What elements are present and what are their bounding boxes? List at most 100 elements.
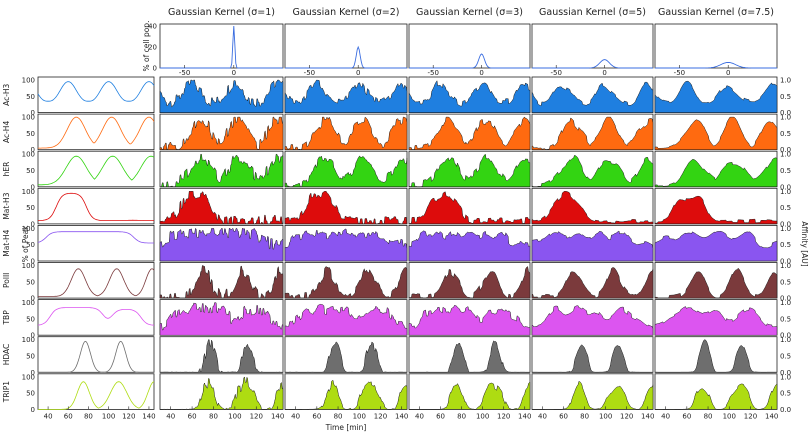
affinity-panel-polii-2 xyxy=(284,262,408,299)
x-tick-label: 120 xyxy=(744,412,757,420)
x-tick-label: 120 xyxy=(497,412,510,420)
right-ytick-label: 0.0 xyxy=(780,369,791,377)
right-ytick-label: 0.0 xyxy=(780,295,791,303)
left-ytick-label: 0 xyxy=(31,332,35,340)
kernel-curve-5 xyxy=(655,61,777,69)
affinity-area-ac-h3-1 xyxy=(159,79,284,113)
kernel-ytick-label: 0 xyxy=(153,65,157,73)
left-ytick-label: 0 xyxy=(31,295,35,303)
profile-panel-mat-h3 xyxy=(37,187,155,225)
x-tick-label: 140 xyxy=(518,412,531,420)
kernel-panel-5 xyxy=(654,23,778,69)
affinity-area-ac-h4-1 xyxy=(159,116,284,150)
affinity-area-trip1-1 xyxy=(160,376,284,410)
affinity-area-trip1-2 xyxy=(285,379,408,410)
left-ytick-label: 100 xyxy=(22,262,35,270)
affinity-area-ac-h4-3 xyxy=(408,116,531,150)
affinity-area-her-3 xyxy=(408,153,531,188)
affinity-area-trip1-4 xyxy=(532,381,654,410)
affinity-area-mat-h4-2 xyxy=(284,228,408,262)
right-ytick-label: 1.0 xyxy=(780,373,791,381)
left-ytick-label: 100 xyxy=(22,77,35,85)
profile-panel-tbp xyxy=(37,299,155,336)
affinity-area-ac-h3-3 xyxy=(408,80,531,113)
left-ytick-label: 50 xyxy=(26,315,35,323)
right-ytick-label: 1.0 xyxy=(780,77,791,85)
kernel-xtick-label: -50 xyxy=(674,69,685,77)
affinity-area-hdac-1 xyxy=(159,339,283,373)
kernel-xtick-label: 0 xyxy=(602,69,606,77)
x-tick-label: 80 xyxy=(209,412,218,420)
x-tick-label: 40 xyxy=(538,412,547,420)
affinity-area-ac-h3-2 xyxy=(284,79,408,113)
profile-line-tbp xyxy=(37,307,155,326)
affinity-area-tbp-2 xyxy=(284,303,408,336)
left-ytick-label: 100 xyxy=(22,225,35,233)
right-ytick-label: 1.0 xyxy=(780,114,791,122)
affinity-area-tbp-1 xyxy=(159,302,284,336)
right-ytick-label: 0.5 xyxy=(780,390,791,398)
profile-line-mat-h3 xyxy=(37,192,154,221)
left-ytick-label: 0 xyxy=(31,220,35,228)
right-ytick-label: 1.0 xyxy=(780,188,791,196)
x-tick-label: 40 xyxy=(661,412,670,420)
affinity-area-ac-h4-2 xyxy=(284,116,408,150)
affinity-area-mat-h3-2 xyxy=(284,191,408,225)
profile-panel-her xyxy=(37,150,155,188)
kernel-curve-3 xyxy=(409,53,530,69)
right-ytick-label: 0.5 xyxy=(780,315,791,323)
affinity-panel-hdac-3 xyxy=(408,336,531,373)
x-tick-label: 40 xyxy=(44,412,53,420)
x-tick-label: 60 xyxy=(559,412,568,420)
right-ytick-label: 0.0 xyxy=(780,220,791,228)
right-ytick-label: 0.0 xyxy=(780,406,791,414)
right-ytick-label: 0.5 xyxy=(780,204,791,212)
affinity-area-mat-h3-5 xyxy=(654,195,778,225)
affinity-panel-trip1-2 xyxy=(284,373,408,410)
kernel-xtick-label: 0 xyxy=(479,69,483,77)
column-title-1: Gaussian Kernel (σ=1) xyxy=(168,7,275,18)
left-ytick-label: 0 xyxy=(31,146,35,154)
x-tick-label: 120 xyxy=(374,412,387,420)
affinity-panel-trip1-1 xyxy=(159,373,284,410)
x-tick-label: 100 xyxy=(476,412,489,420)
kernel-curve-1 xyxy=(160,25,283,69)
x-tick-label: 140 xyxy=(641,412,654,420)
affinity-area-mat-h4-4 xyxy=(531,230,654,262)
affinity-area-polii-4 xyxy=(531,267,654,299)
affinity-area-tbp-5 xyxy=(654,306,778,336)
left-ytick-label: 100 xyxy=(22,299,35,307)
kernel-xtick-label: 0 xyxy=(232,69,236,77)
affinity-area-hdac-4 xyxy=(531,344,654,373)
left-ytick-label: 0 xyxy=(31,109,35,117)
affinity-panel-hdac-4 xyxy=(531,336,654,373)
x-tick-label: 140 xyxy=(271,412,284,420)
right-ytick-label: 1.0 xyxy=(780,336,791,344)
x-tick-label: 100 xyxy=(353,412,366,420)
left-ytick-label: 0 xyxy=(31,258,35,266)
left-ytick-label: 50 xyxy=(26,204,35,212)
x-tick-label: 140 xyxy=(395,412,408,420)
x-tick-label: 120 xyxy=(122,412,135,420)
affinity-area-trip1-5 xyxy=(655,383,778,410)
affinity-panel-trip1-5 xyxy=(654,373,778,410)
kernel-xtick-label: 0 xyxy=(356,69,360,77)
x-tick-label: 80 xyxy=(334,412,343,420)
affinity-area-tbp-3 xyxy=(408,305,531,336)
affinity-area-hdac-2 xyxy=(284,341,408,373)
right-y-axis-label: Affinity [AU] xyxy=(800,221,808,267)
affinity-area-trip1-3 xyxy=(409,381,531,410)
right-ytick-label: 0.0 xyxy=(780,109,791,117)
right-ytick-label: 1.0 xyxy=(780,151,791,159)
kernel-panel-3 xyxy=(408,23,531,69)
right-ytick-label: 1.0 xyxy=(780,262,791,270)
x-tick-label: 100 xyxy=(102,412,115,420)
right-ytick-label: 0.0 xyxy=(780,146,791,154)
affinity-panel-polii-3 xyxy=(408,262,531,299)
affinity-panel-polii-1 xyxy=(159,262,284,299)
x-tick-label: 120 xyxy=(620,412,633,420)
x-tick-label: 80 xyxy=(457,412,466,420)
row-label-her: hER xyxy=(2,162,11,177)
affinity-area-mat-h3-4 xyxy=(531,191,654,225)
